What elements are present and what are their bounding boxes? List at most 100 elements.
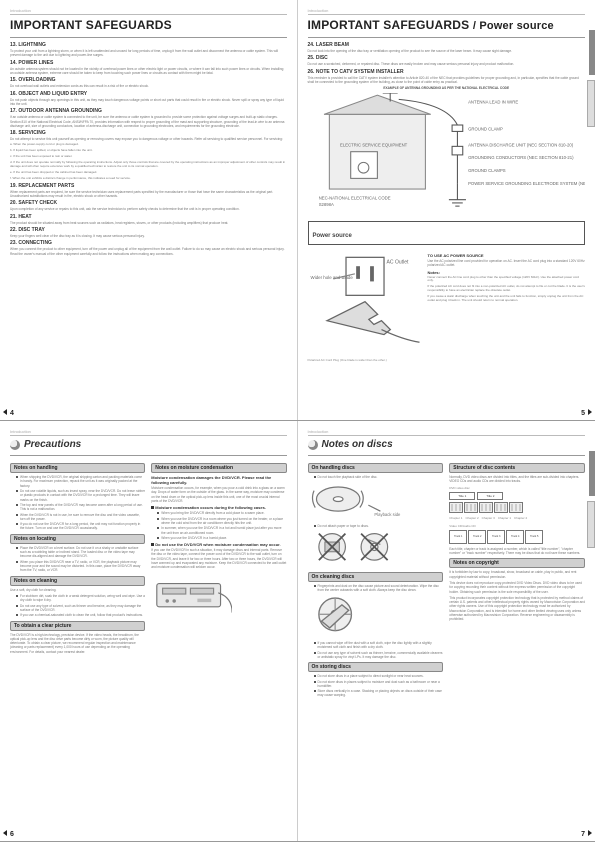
list-locating: Place the DVD/VCR on a level surface. Do… [16, 546, 145, 573]
list-storing-discs: Do not store discs in a place subject to… [314, 674, 444, 698]
col-right: Structure of disc contents Normally, DVD… [449, 460, 585, 700]
ac-outlet-icon: AC Outlet Wider hole and Blade [308, 251, 422, 352]
note-1: Never connect the AC line cord plug to o… [428, 276, 585, 284]
sec-13-body: To protect your unit from a lightning st… [10, 49, 287, 58]
section-tab-icon [589, 451, 595, 496]
list-item: Store discs vertically in a case. Stacki… [314, 689, 444, 698]
page-title: Precautions [10, 439, 287, 450]
divider [308, 455, 586, 456]
track-boxes: Track 1 Track 2 Track 3 Track 4 Track 5 [449, 530, 585, 544]
track-box: Track 2 [468, 530, 486, 544]
chapter-frame [464, 502, 478, 513]
list-item: If you do not use the DVD/VCR for a long… [16, 522, 145, 531]
power-source-heading: Power source [313, 233, 352, 239]
section-tab-icon [589, 30, 595, 75]
sec-14-body: An outside antenna system should not be … [10, 67, 287, 76]
disc-hold-icon: Playback side [308, 481, 417, 517]
power-text: TO USE AC POWER SOURCE Use the AC polari… [428, 251, 585, 365]
heading-storing-discs: On storing discs [308, 662, 444, 672]
chapter-frame [509, 502, 523, 513]
outlet-diagram: AC Outlet Wider hole and Blade Polarized… [308, 251, 422, 365]
sec-26-body: This reminder is provided to call the CA… [308, 76, 586, 85]
sec-17-title: 17. OUTDOOR ANTENNA GROUNDING [10, 108, 287, 114]
note-3: If you cause a static discharge when tou… [428, 295, 585, 303]
sec-25-body: Do not use a scratched, deformed, or rep… [308, 62, 586, 66]
list-item: When you use the DVD/VCR in a room where… [157, 517, 286, 526]
structure-lead: Normally, DVD video discs are divided in… [449, 475, 585, 484]
sec-19-body: When replacement parts are required, be … [10, 190, 287, 199]
list-handling: When shipping the DVD/VCR, the original … [16, 475, 145, 531]
label-adu: ANTENNA DISCHARGE UNIT (NEC SECTION 810-… [468, 142, 574, 147]
section-tab-icon [587, 80, 595, 127]
page-arrow-icon [588, 409, 592, 415]
breadcrumb: Introduction [10, 429, 287, 436]
heading-moisture: Notes on moisture condensation [151, 463, 286, 473]
page-title: IMPORTANT SAFEGUARDS / Power source [308, 18, 586, 32]
page-number: 6 [10, 831, 14, 838]
col-left: On handling discs Do not touch the playb… [308, 460, 444, 700]
track-box: Track 3 [487, 530, 505, 544]
list-cleaning-discs-2: If you cannot wipe off the dust with a s… [314, 641, 444, 659]
moist-lead: Moisture condensation occurs, for exampl… [151, 486, 286, 503]
col-left: Notes on handling When shipping the DVD/… [10, 460, 145, 656]
plug-caption: Polarized AC Cord Plug (One blade is wid… [308, 358, 422, 362]
list-item: Do not touch the playback side of the di… [314, 475, 444, 479]
sec-24-body: Do not look into the opening of the disc… [308, 49, 586, 53]
track-box: Track 1 [449, 530, 467, 544]
page-4: Introduction IMPORTANT SAFEGUARDS 13. LI… [0, 0, 298, 420]
label-antenna-lead: ANTENNA LEAD IN WIRE [468, 99, 518, 104]
disc-tape-cross-icon [308, 530, 417, 564]
use-ac-body: Use the AC polarized line cord provided … [428, 259, 585, 268]
moist-lead-title: Moisture condensation damages the DVD/VC… [151, 475, 286, 485]
power-source-row: AC Outlet Wider hole and Blade Polarized… [308, 251, 586, 365]
page-arrow-icon [3, 409, 7, 415]
columns: On handling discs Do not touch the playb… [308, 460, 586, 700]
list-item: Place the DVD/VCR on a level surface. Do… [16, 546, 145, 559]
sec-18-a: a. When the power-supply cord or plug is… [10, 143, 287, 147]
sec-17-body: If an outside antenna or cable system is… [10, 115, 287, 128]
chapter-frame [479, 502, 493, 513]
heading-cleaning: Notes on cleaning [10, 576, 145, 586]
moist-warn-title: Do not use the DVD/VCR when moisture con… [151, 542, 286, 547]
list-item: Do not store discs in a place subject to… [314, 674, 444, 678]
label-ground-clamp: GROUND CLAMP [468, 126, 503, 131]
title-main: IMPORTANT SAFEGUARDS [308, 18, 470, 32]
label-gc2: GROUND CLAMPS [468, 168, 506, 173]
page-number: 5 [581, 410, 585, 417]
page-arrow-icon [3, 830, 7, 836]
use-ac-title: TO USE AC POWER SOURCE [428, 253, 585, 258]
list-cleaning-discs: Fingerprints and dust on the disc cause … [314, 584, 444, 593]
list-item: If you cannot wipe off the dust with a s… [314, 641, 444, 650]
notes-title: Notes: [428, 270, 585, 275]
list-item: If you use a chemical-saturated cloth to… [16, 613, 145, 617]
sec-16-title: 16. OBJECT AND LIQUID ENTRY [10, 91, 287, 97]
divider [10, 455, 287, 456]
dvd-label: DVD video disc [449, 486, 585, 490]
list-item: When the DVD/VCR is not in use, be sure … [16, 513, 145, 522]
list-item: When you place this DVD/VCR near a TV, r… [16, 560, 145, 573]
heading-handling: Notes on handling [10, 463, 145, 473]
sec-13-title: 13. LIGHTNING [10, 42, 287, 48]
list-item: Do not use volatile liquids, such as ins… [16, 489, 145, 502]
heading-cleaning-discs: On cleaning discs [308, 572, 444, 582]
sec-20-body: Upon completion of any service or repair… [10, 207, 287, 211]
list-handling-discs-2: Do not attach paper or tape to discs. [314, 524, 444, 528]
page-7: Introduction Notes on discs On handling … [298, 421, 595, 841]
chapter-frame [449, 502, 463, 513]
page-number: 4 [10, 410, 14, 417]
list-cleaning: For stubborn dirt, soak the cloth in a w… [16, 594, 145, 618]
list-item: When you use the DVD/VCR in a humid plac… [157, 536, 286, 540]
sec-18-c: c. If the unit has been exposed to rain … [10, 155, 287, 159]
sec-15-body: Do not overload wall outlets and extensi… [10, 84, 287, 88]
svg-text:AC Outlet: AC Outlet [386, 260, 408, 266]
chapter-strip [449, 502, 585, 513]
dvd-vcr-unit-icon [151, 572, 232, 618]
sec-18-b: b. If liquid has been spilled, or object… [10, 149, 287, 153]
label-nec: NEC-NATIONAL ELECTRICAL CODE [318, 195, 390, 200]
heading-handling-discs: On handling discs [308, 463, 444, 473]
copy-3: This product incorporates copyright prot… [449, 596, 585, 622]
list-item: When shipping the DVD/VCR, the original … [16, 475, 145, 488]
col-right: Notes on moisture condensation Moisture … [151, 460, 286, 656]
list-item: Do not use any type of solvent such as t… [314, 651, 444, 660]
sec-22-title: 22. DISC TRAY [10, 227, 287, 233]
